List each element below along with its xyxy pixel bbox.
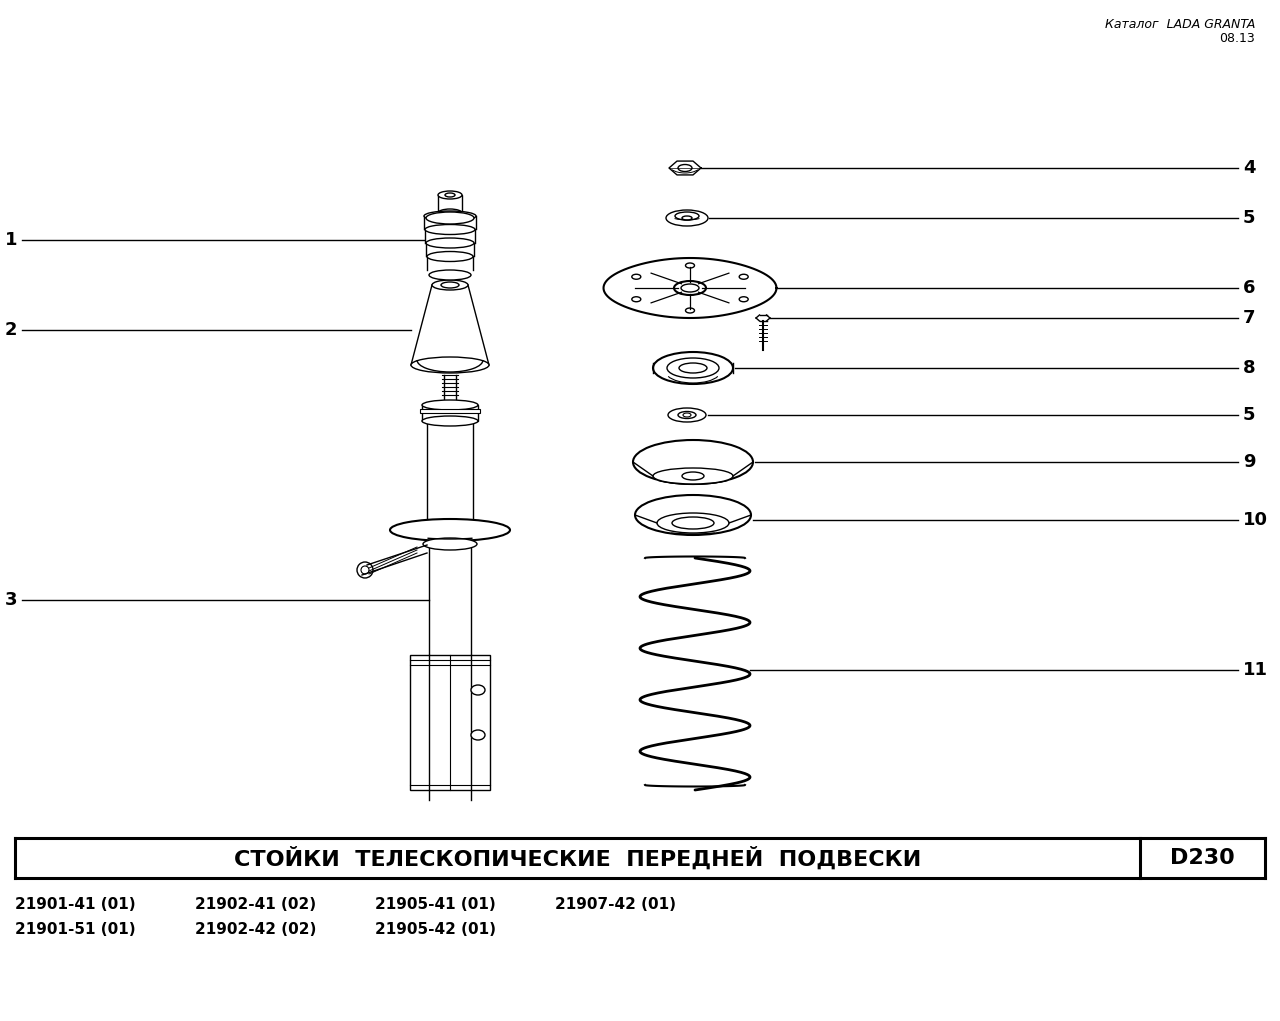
Ellipse shape — [672, 517, 714, 529]
Ellipse shape — [429, 270, 471, 280]
Ellipse shape — [686, 263, 695, 268]
Ellipse shape — [678, 164, 692, 172]
Text: 7: 7 — [1243, 309, 1256, 327]
Ellipse shape — [739, 275, 749, 280]
Ellipse shape — [682, 216, 692, 220]
Ellipse shape — [635, 495, 751, 535]
Text: 10: 10 — [1243, 510, 1268, 529]
Ellipse shape — [424, 211, 476, 221]
Ellipse shape — [667, 358, 719, 378]
Text: 21901-51 (01): 21901-51 (01) — [15, 922, 136, 937]
Text: 21907-42 (01): 21907-42 (01) — [556, 897, 676, 912]
Ellipse shape — [675, 212, 699, 220]
Text: 21902-41 (02): 21902-41 (02) — [195, 897, 316, 912]
Ellipse shape — [678, 363, 707, 373]
Bar — [422, 405, 477, 421]
Text: 1: 1 — [5, 231, 17, 249]
Ellipse shape — [653, 468, 733, 484]
Ellipse shape — [682, 472, 704, 480]
Ellipse shape — [425, 225, 475, 235]
Ellipse shape — [471, 730, 485, 740]
Text: 3: 3 — [5, 591, 17, 609]
Text: 5: 5 — [1243, 209, 1256, 227]
Text: 11: 11 — [1243, 661, 1268, 679]
Bar — [428, 421, 474, 540]
Ellipse shape — [684, 414, 691, 417]
Circle shape — [357, 562, 372, 578]
Ellipse shape — [426, 212, 474, 224]
Text: 8: 8 — [1243, 359, 1256, 377]
Ellipse shape — [632, 297, 641, 302]
Ellipse shape — [442, 282, 460, 288]
Ellipse shape — [390, 519, 509, 541]
Ellipse shape — [686, 308, 695, 313]
Ellipse shape — [438, 191, 462, 199]
Text: СТОЙКИ  ТЕЛЕСКОПИЧЕСКИЕ  ПЕРЕДНЕЙ  ПОДВЕСКИ: СТОЙКИ ТЕЛЕСКОПИЧЕСКИЕ ПЕРЕДНЕЙ ПОДВЕСКИ — [234, 846, 922, 870]
Ellipse shape — [438, 209, 462, 217]
Ellipse shape — [653, 352, 733, 384]
Circle shape — [361, 566, 369, 574]
Ellipse shape — [634, 440, 753, 484]
Text: 21905-41 (01): 21905-41 (01) — [375, 897, 495, 912]
Bar — [438, 195, 462, 213]
Ellipse shape — [426, 238, 474, 248]
Ellipse shape — [411, 357, 489, 373]
Ellipse shape — [422, 416, 477, 426]
Text: 6: 6 — [1243, 279, 1256, 297]
Text: 2: 2 — [5, 321, 17, 339]
Bar — [420, 409, 480, 414]
Text: 21905-42 (01): 21905-42 (01) — [375, 922, 497, 937]
Text: 5: 5 — [1243, 406, 1256, 424]
Ellipse shape — [681, 284, 699, 292]
Ellipse shape — [666, 210, 708, 226]
Ellipse shape — [675, 281, 707, 295]
Text: 21902-42 (02): 21902-42 (02) — [195, 922, 316, 937]
Ellipse shape — [422, 538, 477, 550]
Ellipse shape — [445, 193, 454, 197]
Bar — [410, 655, 490, 790]
Ellipse shape — [678, 411, 696, 419]
Ellipse shape — [668, 408, 707, 422]
Text: 4: 4 — [1243, 159, 1256, 177]
Bar — [429, 544, 471, 660]
Ellipse shape — [739, 297, 749, 302]
Text: 21901-41 (01): 21901-41 (01) — [15, 897, 136, 912]
Text: D230: D230 — [1170, 848, 1235, 868]
Text: 08.13: 08.13 — [1220, 32, 1254, 45]
Ellipse shape — [471, 685, 485, 695]
Ellipse shape — [428, 251, 474, 261]
Ellipse shape — [632, 275, 641, 280]
Ellipse shape — [422, 400, 477, 410]
Text: Каталог  LADA GRANTA: Каталог LADA GRANTA — [1105, 18, 1254, 31]
Ellipse shape — [433, 280, 468, 290]
Text: 9: 9 — [1243, 453, 1256, 471]
Ellipse shape — [657, 513, 730, 533]
